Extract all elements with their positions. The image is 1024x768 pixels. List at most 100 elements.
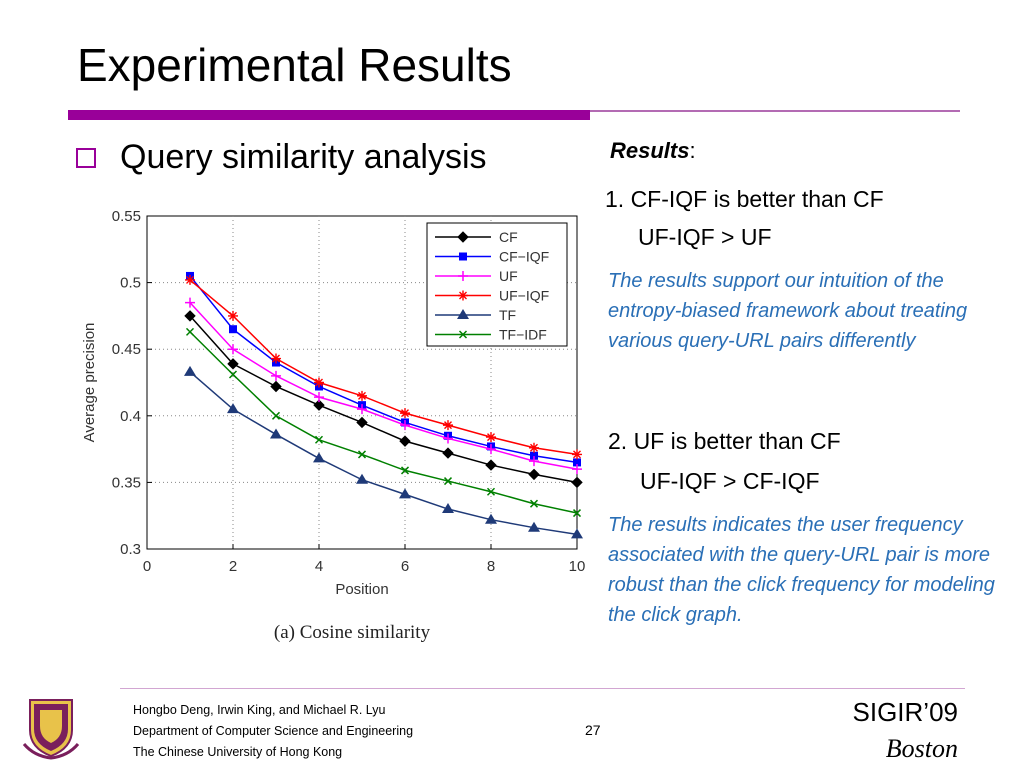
results-heading-label: Results xyxy=(610,138,690,163)
title-underline-line xyxy=(590,110,960,112)
result-point-1-detail: UF-IQF > UF xyxy=(638,224,772,250)
results-heading: Results: xyxy=(610,138,696,164)
legend-marker-cf-iqf xyxy=(459,252,467,261)
data-point-tf xyxy=(528,521,540,532)
data-point-tf xyxy=(356,473,368,484)
legend-label-uf: UF xyxy=(499,268,518,284)
data-point-cf-iqf xyxy=(229,325,237,334)
x-tick-label: 4 xyxy=(315,558,323,575)
series-line-tf xyxy=(189,371,578,536)
data-point-uf xyxy=(529,456,539,467)
data-point-uf xyxy=(357,404,367,415)
title-underline-bar xyxy=(68,110,590,120)
result-note-2: The results indicates the user frequency… xyxy=(608,514,995,626)
data-point-tf-idf xyxy=(271,411,281,420)
bullet-item: Query similarity analysis xyxy=(76,138,487,177)
data-point-cf xyxy=(270,380,282,393)
result-point-2-detail: UF-IQF > CF-IQF xyxy=(640,468,820,494)
data-point-uf-iqf xyxy=(314,377,324,388)
data-point-tf xyxy=(442,503,454,514)
x-axis-label: Position xyxy=(335,581,388,598)
data-point-cf xyxy=(227,358,239,370)
x-tick-label: 10 xyxy=(569,558,586,575)
slide-title: Experimental Results xyxy=(77,39,512,91)
data-point-cf xyxy=(184,310,196,322)
data-point-uf xyxy=(443,433,453,444)
data-point-cf xyxy=(485,459,497,471)
data-point-cf xyxy=(313,399,325,411)
data-point-tf xyxy=(184,365,196,376)
data-point-uf-iqf xyxy=(486,432,496,443)
legend-label-tf: TF xyxy=(499,307,516,323)
data-point-uf-iqf xyxy=(357,390,367,401)
bullet-text: Query similarity analysis xyxy=(120,138,487,176)
data-point-cf xyxy=(399,435,411,447)
legend-label-cf-iqf: CF−IQF xyxy=(499,249,549,265)
data-point-tf xyxy=(399,488,411,499)
data-point-tf-idf xyxy=(357,450,367,459)
legend-marker-tf xyxy=(457,309,469,319)
data-point-cf xyxy=(442,447,454,459)
data-point-uf xyxy=(400,420,410,431)
data-point-tf-idf xyxy=(185,327,195,336)
data-point-uf-iqf xyxy=(443,420,453,431)
data-point-uf xyxy=(572,464,582,475)
series-line-cf xyxy=(189,315,578,484)
series-line-tf-idf xyxy=(189,331,578,514)
data-point-tf-idf xyxy=(486,487,496,496)
square-bullet-icon xyxy=(76,147,96,168)
y-tick-label: 0.45 xyxy=(112,341,141,358)
chart-svg: 0 2 4 6 8 10 0.3 0.35 0.4 0.45 0.5 0.55 Position Aver… xyxy=(81,208,586,643)
results-heading-colon: : xyxy=(689,138,696,163)
x-tick-label: 8 xyxy=(487,558,495,575)
legend-box xyxy=(426,222,568,347)
conference-city: Boston xyxy=(885,734,958,763)
data-point-cf xyxy=(356,416,368,429)
footer-author-names: Hongbo Deng, Irwin King, and Michael R. … xyxy=(133,703,386,717)
series-line-uf xyxy=(189,302,578,470)
data-point-uf xyxy=(228,344,238,355)
data-point-tf xyxy=(313,452,325,463)
university-crest-icon xyxy=(22,699,80,760)
result-point-2: 2. UF is better than CF xyxy=(608,428,841,454)
x-tick-label: 2 xyxy=(229,558,237,575)
footer-authors: Hongbo Deng, Irwin King, and Michael R. … xyxy=(133,700,413,763)
y-tick-label: 0.5 xyxy=(120,275,141,292)
data-point-uf-iqf xyxy=(185,274,195,285)
series-line-cf-iqf xyxy=(189,275,578,464)
data-point-cf-iqf xyxy=(573,458,581,467)
footer-university: The Chinese University of Hong Kong xyxy=(133,745,343,759)
chart-caption: (a) Cosine similarity xyxy=(274,622,431,643)
y-tick-label: 0.55 xyxy=(112,208,141,225)
data-point-uf-iqf xyxy=(529,442,539,453)
legend-marker-tf-idf xyxy=(458,330,468,339)
conference-name: SIGIR’09 xyxy=(852,697,959,727)
data-point-uf-iqf xyxy=(228,310,238,321)
data-point-tf-idf xyxy=(228,370,238,379)
data-point-uf-iqf xyxy=(271,353,281,364)
data-point-tf-idf xyxy=(529,499,539,508)
chart: 0 2 4 6 8 10 0.3 0.35 0.4 0.45 0.5 0.55 Position Aver… xyxy=(70,200,600,660)
legend-label-tf-idf: TF−IDF xyxy=(499,327,547,343)
series-line-uf-iqf xyxy=(189,279,578,456)
y-axis-label: Average precision xyxy=(81,323,98,443)
legend-marker-cf xyxy=(457,231,469,243)
legend-marker-uf-iqf xyxy=(458,290,468,301)
result-point-1: 1. CF-IQF is better than CF xyxy=(605,186,884,212)
legend-label-cf: CF xyxy=(499,229,518,245)
data-point-uf xyxy=(486,444,496,455)
data-point-uf xyxy=(271,370,281,381)
data-point-cf xyxy=(528,468,540,481)
footer-divider xyxy=(120,688,965,689)
data-point-cf-iqf xyxy=(530,451,538,460)
x-tick-label: 6 xyxy=(401,558,409,575)
data-point-tf-idf xyxy=(443,477,453,486)
data-point-uf xyxy=(185,297,195,308)
data-point-cf xyxy=(571,476,583,489)
footer-department: Department of Computer Science and Engin… xyxy=(133,724,414,738)
y-tick-label: 0.35 xyxy=(112,474,141,491)
page-number: 27 xyxy=(585,722,601,738)
data-point-uf-iqf xyxy=(400,408,410,419)
result-note-1: The results support our intuition of the… xyxy=(608,270,968,352)
data-point-tf xyxy=(270,428,282,439)
